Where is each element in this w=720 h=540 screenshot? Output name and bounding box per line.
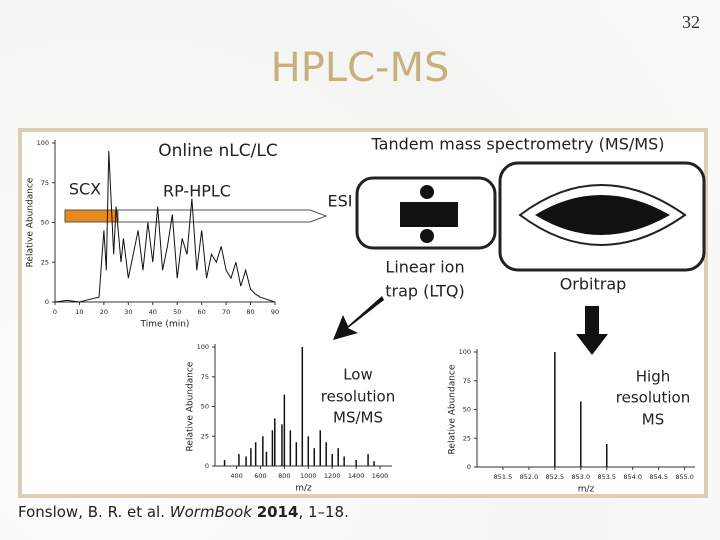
x-tick-label: 851.5 [494, 473, 513, 481]
low-res-label: resolution [321, 388, 395, 406]
orbitrap-label: Orbitrap [560, 275, 627, 294]
ion-trap-icon [420, 229, 434, 243]
high-res-label: resolution [616, 389, 690, 407]
x-tick-label: 50 [173, 308, 181, 316]
x-tick-label: 1600 [372, 472, 389, 480]
x-tick-label: 0 [53, 308, 57, 316]
x-tick-label: 854.0 [623, 473, 642, 481]
y-tick-label: 25 [463, 434, 471, 442]
low-res-label: MS/MS [333, 409, 383, 427]
ion-trap-icon [400, 202, 458, 227]
x-tick-label: 40 [149, 308, 157, 316]
x-tick-label: 1200 [324, 472, 341, 480]
x-tick-label: 1400 [348, 472, 365, 480]
orbitrap-icon [518, 184, 687, 246]
x-tick-label: 70 [222, 308, 230, 316]
orbitrap-icon [535, 195, 670, 235]
y-tick-label: 25 [201, 432, 209, 440]
y-axis-label: Relative Abundance [26, 177, 36, 267]
ion-trap-label: trap (LTQ) [385, 282, 464, 301]
slide-number: 32 [682, 12, 700, 32]
ion-trap-icon [420, 185, 434, 199]
x-tick-label: 855.0 [675, 473, 694, 481]
scx-column [64, 209, 119, 223]
x-tick-label: 1000 [300, 472, 317, 480]
x-axis-label: m/z [578, 485, 595, 495]
x-tick-label: 800 [278, 472, 290, 480]
rp-hplc-label: RP-HPLC [163, 182, 231, 201]
lc-title: Online nLC/LC [158, 141, 277, 161]
y-axis-label: Relative Abundance [186, 361, 196, 451]
arrow [333, 296, 384, 340]
rp-column [117, 209, 328, 223]
y-tick-label: 100 [37, 139, 49, 147]
x-tick-label: 60 [198, 308, 206, 316]
x-tick-label: 30 [124, 308, 132, 316]
x-tick-label: 853.5 [597, 473, 616, 481]
y-axis-label: Relative Abundance [448, 364, 458, 454]
y-tick-label: 25 [41, 258, 49, 266]
y-tick-label: 75 [463, 377, 471, 385]
y-tick-label: 50 [463, 406, 471, 414]
y-tick-label: 100 [197, 343, 209, 351]
y-tick-label: 0 [467, 463, 471, 471]
x-tick-label: 852.0 [520, 473, 539, 481]
citation-authors: Fonslow, B. R. et al. [18, 503, 165, 521]
low-res-label: Low [343, 366, 373, 384]
chromatogram-line [54, 150, 276, 303]
y-tick-label: 50 [201, 403, 209, 411]
x-tick-label: 853.0 [572, 473, 591, 481]
y-tick-label: 50 [41, 219, 49, 227]
slide-title: HPLC-MS [271, 45, 450, 91]
x-tick-label: 400 [230, 472, 242, 480]
citation: Fonslow, B. R. et al. WormBook 2014, 1–1… [18, 503, 349, 521]
citation-year: 2014 [256, 503, 299, 521]
high-res-label: MS [642, 411, 664, 429]
y-tick-label: 100 [459, 348, 471, 356]
x-axis-label: m/z [295, 484, 312, 494]
esi-label: ESI [328, 192, 353, 211]
x-tick-label: 852.5 [546, 473, 565, 481]
high-res-label: High [636, 368, 670, 386]
ms-title: Tandem mass spectrometry (MS/MS) [371, 135, 665, 154]
y-tick-label: 0 [45, 298, 49, 306]
citation-journal: WormBook [169, 503, 252, 521]
citation-pages: , 1–18. [298, 503, 349, 521]
x-tick-label: 854.5 [649, 473, 668, 481]
x-tick-label: 600 [254, 472, 266, 480]
scx-label: SCX [69, 180, 101, 199]
x-axis-label: Time (min) [140, 320, 190, 330]
x-tick-label: 80 [246, 308, 254, 316]
x-tick-label: 10 [75, 308, 83, 316]
x-tick-label: 20 [100, 308, 108, 316]
y-tick-label: 0 [205, 462, 209, 470]
y-tick-label: 75 [41, 179, 49, 187]
x-tick-label: 90 [271, 308, 279, 316]
y-tick-label: 75 [201, 373, 209, 381]
ion-trap-label: Linear ion [385, 258, 464, 277]
arrow [576, 306, 608, 355]
